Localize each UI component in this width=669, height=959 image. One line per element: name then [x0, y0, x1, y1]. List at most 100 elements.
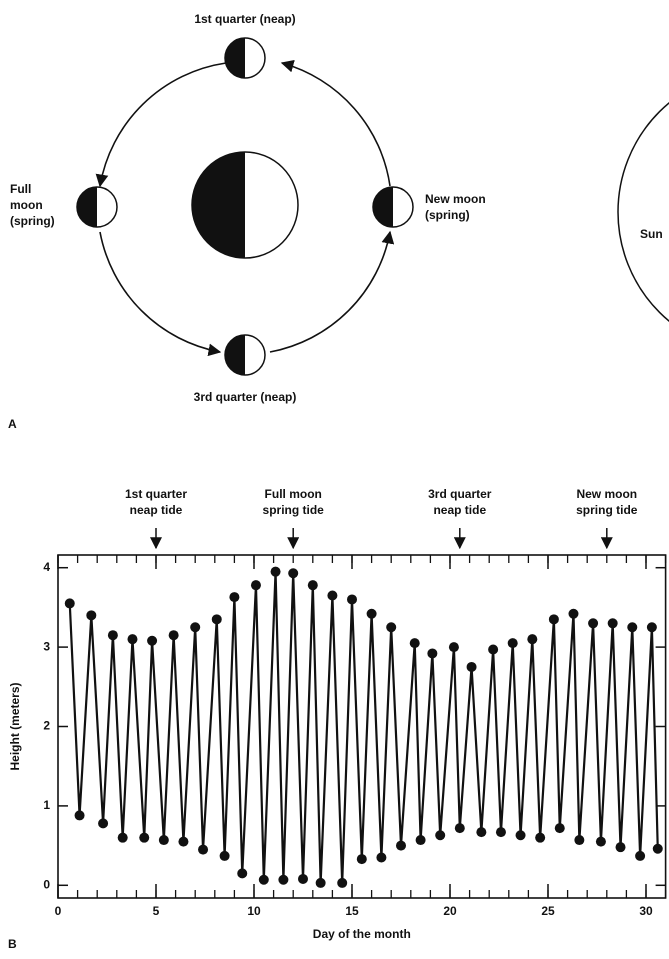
chart-b: 0 5 10 15 20 25 30 0 1 2 3 4 Day of the month Height …	[8, 487, 667, 941]
tide-point	[568, 608, 579, 619]
moon	[224, 334, 266, 376]
x-tick-label: 10	[247, 904, 261, 918]
annotation-text: New moon	[576, 487, 637, 501]
phase-label: 3rd quarter (neap)	[194, 390, 297, 404]
tide-point	[315, 877, 326, 888]
phase-label: (spring)	[425, 208, 470, 222]
tide-point	[86, 610, 97, 621]
tide-point	[607, 618, 618, 629]
tide-point	[488, 644, 499, 655]
tide-point	[147, 635, 158, 646]
tide-point	[356, 854, 367, 865]
panel-label: A	[8, 417, 17, 431]
tide-point	[515, 830, 526, 841]
earth	[191, 151, 299, 259]
tide-point	[307, 580, 318, 591]
tide-point	[435, 830, 446, 841]
annotation-text: neap tide	[433, 503, 486, 517]
y-tick-label: 3	[43, 639, 50, 653]
tide-point	[298, 873, 308, 884]
annotation-text: neap tide	[130, 503, 183, 517]
moon	[224, 37, 266, 79]
tide-point	[574, 835, 585, 846]
sun	[617, 102, 669, 322]
tide-point	[427, 648, 438, 659]
phase-label: New moon	[425, 192, 486, 206]
x-tick-label: 20	[443, 904, 457, 918]
diagram-a: 1st quarter (neap) Full moon (spring) Ne…	[8, 12, 669, 431]
y-axis-label: Height (meters)	[8, 682, 22, 770]
tide-point	[448, 642, 459, 653]
tide-point	[107, 630, 118, 641]
y-tick-label: 4	[43, 560, 50, 574]
x-tick-label: 15	[345, 904, 359, 918]
annotation-text: Full moon	[265, 487, 322, 501]
moon	[372, 186, 414, 228]
tide-point	[627, 622, 638, 633]
annotation-text: 1st quarter	[125, 487, 187, 501]
tide-point	[250, 580, 261, 591]
tide-point	[190, 622, 201, 633]
y-tick-label: 0	[43, 877, 50, 891]
tide-point	[278, 874, 289, 885]
tide-point	[337, 877, 348, 888]
tide-point	[237, 868, 248, 879]
tide-point	[615, 842, 626, 853]
tide-point	[229, 592, 240, 603]
tide-point	[386, 622, 397, 633]
orbit-arrow	[269, 230, 395, 353]
annotation-text: spring tide	[576, 503, 638, 517]
tide-point	[652, 843, 663, 854]
tide-point	[258, 874, 269, 885]
tide-point	[327, 590, 338, 601]
tide-point	[219, 850, 230, 861]
phase-label: 1st quarter (neap)	[194, 12, 295, 26]
x-tick-label: 5	[153, 904, 160, 918]
tide-point	[554, 823, 565, 834]
tide-point	[64, 598, 75, 609]
tide-point	[168, 630, 179, 641]
tide-point	[588, 618, 599, 629]
annotation-text: 3rd quarter	[428, 487, 492, 501]
tide-point	[495, 827, 506, 838]
tide-point	[127, 634, 138, 645]
tide-point	[646, 622, 657, 633]
tide-point	[376, 852, 387, 863]
tide-point	[74, 810, 85, 821]
orbit-arrow	[280, 59, 391, 187]
tide-point	[409, 638, 420, 649]
tide-point	[117, 832, 128, 843]
moon	[76, 186, 118, 228]
tide-point	[595, 836, 606, 847]
tide-point	[347, 594, 357, 605]
tide-point	[466, 661, 477, 672]
tide-point	[635, 850, 646, 861]
phase-label: (spring)	[10, 214, 55, 228]
x-axis-label: Day of the month	[313, 927, 411, 941]
tide-point	[139, 832, 150, 843]
tide-point	[527, 634, 538, 645]
x-tick-label: 30	[639, 904, 653, 918]
tide-point	[178, 836, 189, 847]
annotation-text: spring tide	[263, 503, 325, 517]
tide-point	[415, 835, 426, 846]
tide-point	[288, 568, 299, 579]
tide-point	[507, 638, 518, 649]
phase-label: moon	[10, 198, 43, 212]
phase-label: Full	[10, 182, 31, 196]
tide-point	[454, 823, 465, 834]
orbit-arrow	[99, 231, 222, 357]
sun-label: Sun	[640, 227, 663, 241]
tide-point	[535, 832, 546, 843]
tide-point	[98, 818, 109, 829]
tide-point	[158, 835, 169, 846]
x-tick-label: 25	[541, 904, 555, 918]
y-tick-label: 1	[43, 798, 50, 812]
tide-point	[476, 827, 487, 838]
tide-line	[68, 571, 659, 883]
tide-point	[366, 608, 377, 619]
tide-point	[548, 614, 559, 625]
y-tick-label: 2	[43, 719, 50, 733]
x-tick-label: 0	[55, 904, 62, 918]
